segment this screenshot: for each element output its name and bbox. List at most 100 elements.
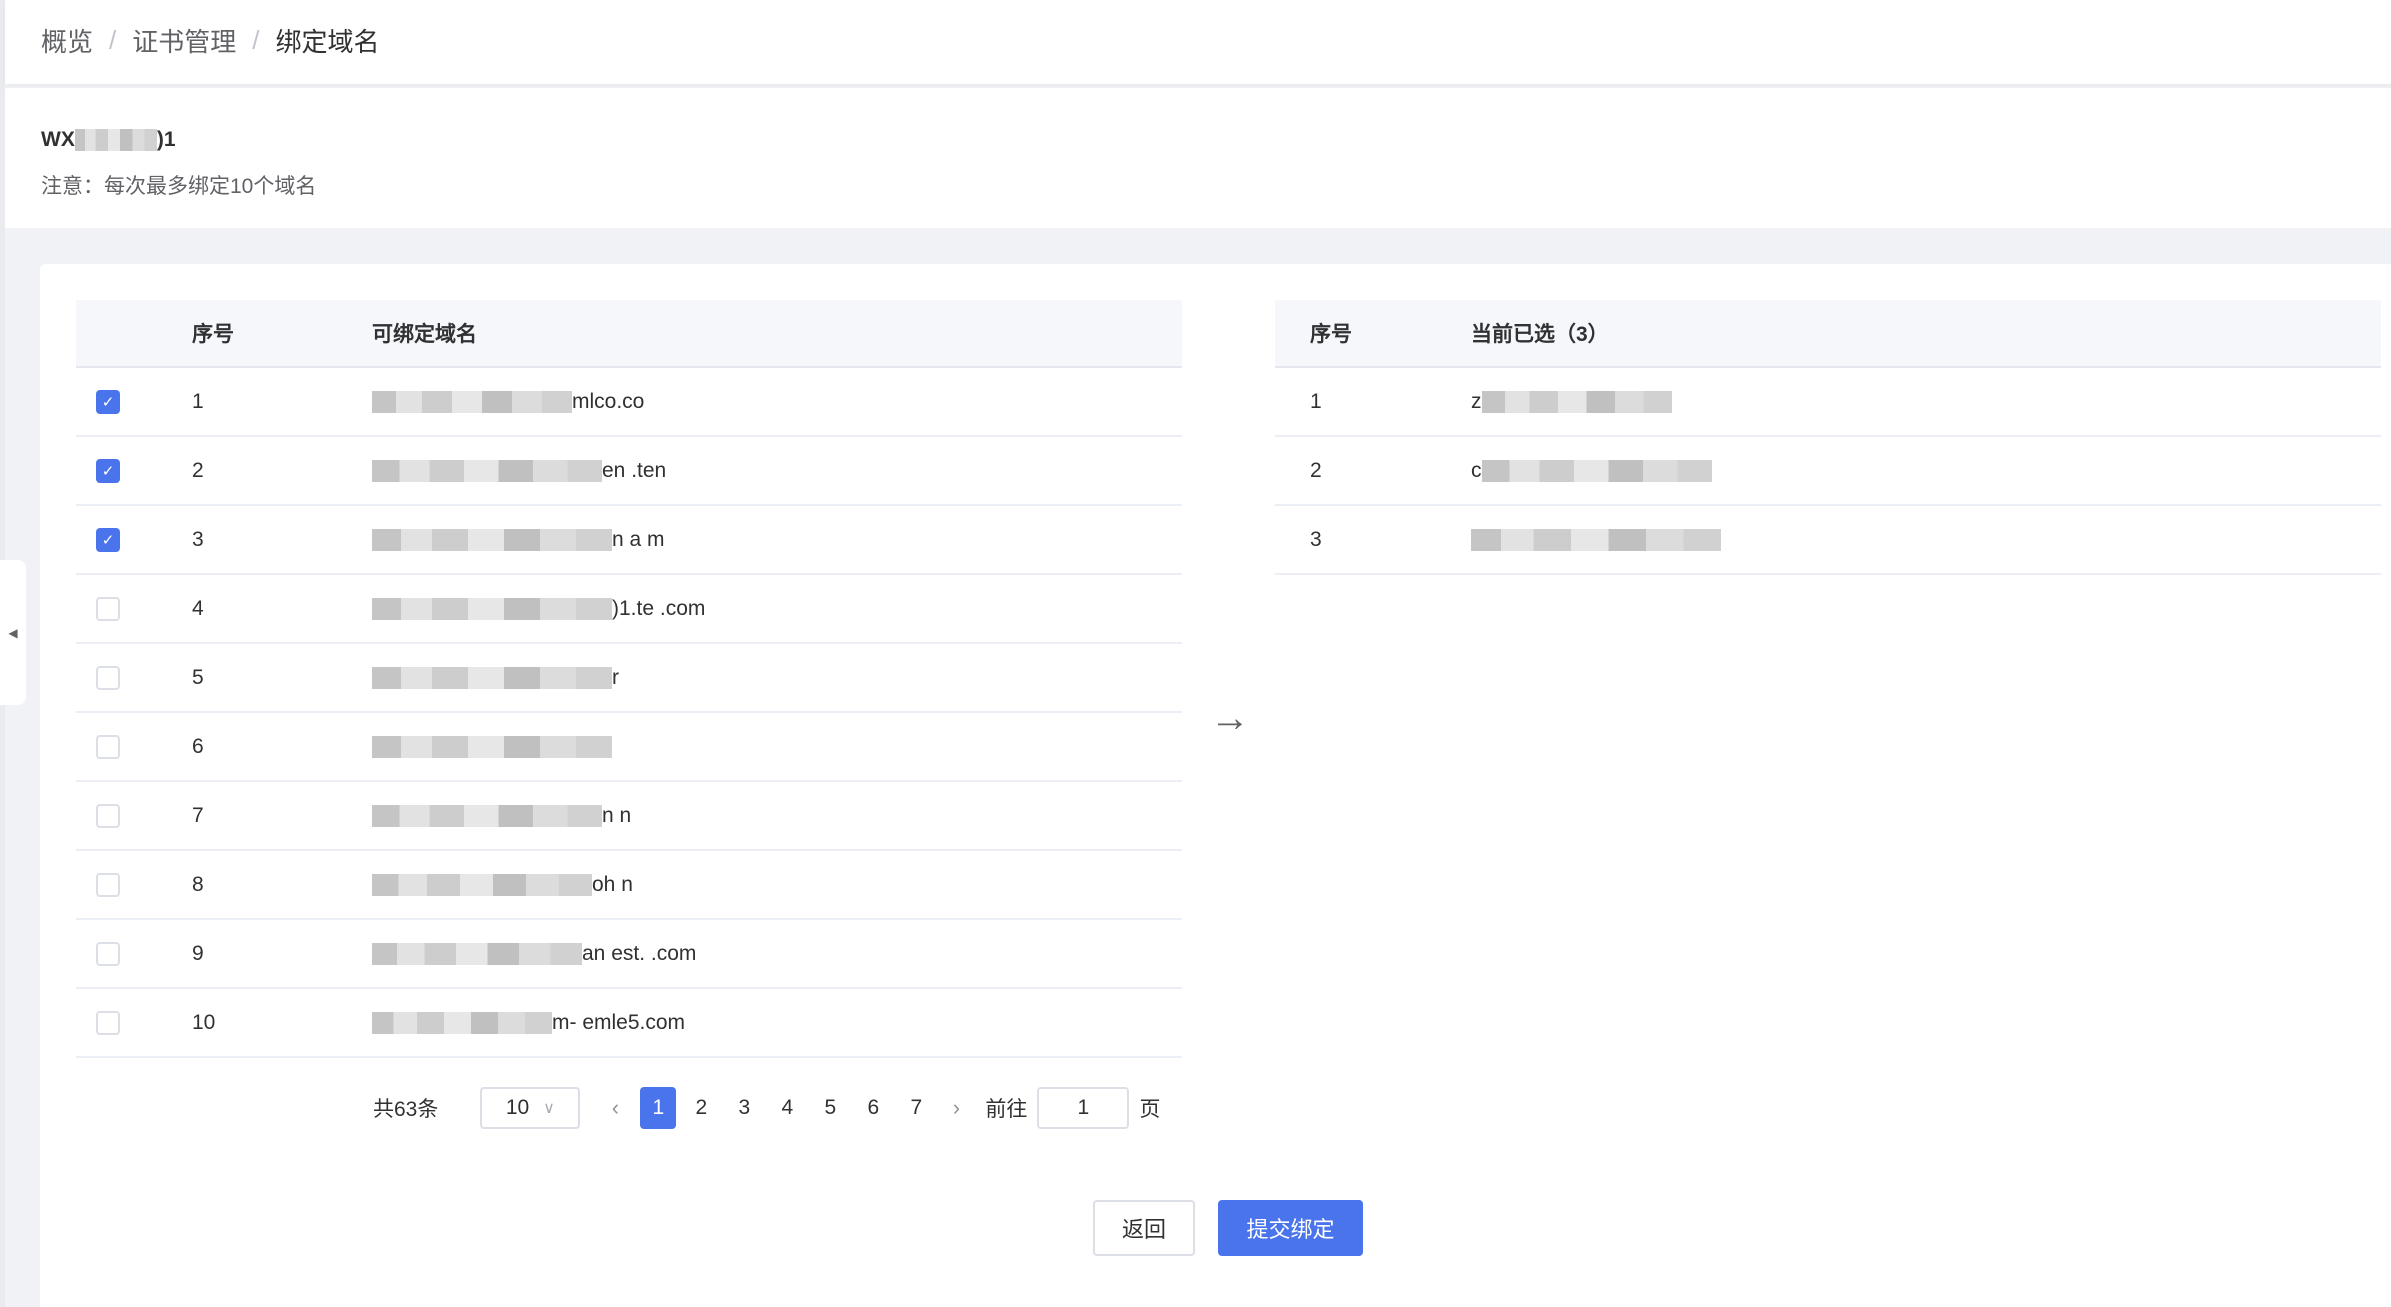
row-index: 1 — [192, 389, 204, 413]
prev-page-button[interactable]: ‹ — [611, 1095, 620, 1120]
table-row[interactable]: ✓ 3 n a m — [76, 506, 1182, 575]
table-row[interactable]: 9 an est. .com — [76, 920, 1182, 989]
row-checkbox[interactable] — [96, 665, 120, 690]
row-index: 3 — [192, 527, 204, 551]
row-domain: r — [372, 666, 619, 690]
certificate-name-prefix: WX — [41, 128, 75, 151]
row-index: 5 — [192, 665, 204, 689]
row-checkbox[interactable]: ✓ — [96, 458, 120, 483]
row-index: 2 — [192, 458, 204, 482]
row-domain: an est. .com — [372, 942, 696, 966]
row-checkbox-cell — [76, 1010, 192, 1035]
domain-visible-text: oh n — [592, 872, 633, 896]
redacted-block — [372, 804, 602, 827]
page-4-button[interactable]: 4 — [781, 1096, 794, 1119]
table-row[interactable]: 7 n n — [76, 782, 1182, 851]
row-checkbox[interactable] — [96, 1010, 120, 1035]
caret-left-icon: ◀ — [8, 625, 18, 640]
row-index: 2 — [1310, 458, 1322, 482]
back-button[interactable]: 返回 — [1093, 1200, 1195, 1256]
row-index: 9 — [192, 941, 204, 965]
domain-visible-text: )1.te .com — [612, 596, 706, 620]
domain-visible-text: m- emle5.com — [552, 1010, 686, 1034]
table-row: 2 c — [1275, 437, 2381, 506]
breadcrumb-overview[interactable]: 概览 — [41, 27, 94, 57]
table-row[interactable]: 5 r — [76, 644, 1182, 713]
check-icon: ✓ — [101, 393, 115, 411]
table-row[interactable]: ✓ 2 en .ten — [76, 437, 1182, 506]
goto-label: 前往 — [985, 1098, 1028, 1121]
next-page-button[interactable]: › — [952, 1095, 961, 1120]
total-count: 共63条 — [373, 1098, 439, 1121]
row-checkbox[interactable]: ✓ — [96, 389, 120, 414]
submit-bind-button[interactable]: 提交绑定 — [1218, 1200, 1363, 1256]
row-domain — [1471, 528, 1721, 551]
row-domain: )1.te .com — [372, 597, 705, 621]
table-row[interactable]: 10 m- emle5.com — [76, 989, 1182, 1058]
row-index: 10 — [192, 1010, 216, 1034]
page-unit-label: 页 — [1139, 1098, 1161, 1121]
row-checkbox-cell: ✓ — [76, 389, 192, 414]
row-checkbox[interactable]: ✓ — [96, 527, 120, 552]
collapse-sidebar-button[interactable]: ◀ — [0, 560, 26, 705]
row-checkbox[interactable] — [96, 596, 120, 621]
page-1-button[interactable]: 1 — [640, 1087, 677, 1129]
redacted-block — [372, 735, 612, 758]
page-6-button[interactable]: 6 — [867, 1096, 880, 1119]
certificate-name-suffix: )1 — [156, 128, 176, 151]
redacted-block — [372, 1011, 552, 1034]
domain-visible-text: mlco.co — [572, 389, 645, 413]
row-checkbox-cell — [76, 596, 192, 621]
table-row[interactable]: 6 — [76, 713, 1182, 782]
check-icon: ✓ — [101, 531, 115, 549]
row-domain: n n — [372, 804, 631, 828]
table-row[interactable]: 8 oh n — [76, 851, 1182, 920]
row-index: 6 — [192, 734, 204, 758]
redacted-block — [372, 666, 612, 689]
row-checkbox-cell — [76, 941, 192, 966]
table-row[interactable]: 4 )1.te .com — [76, 575, 1182, 644]
row-domain: en .ten — [372, 459, 666, 483]
row-domain: oh n — [372, 873, 633, 897]
table-row[interactable]: ✓ 1 mlco.co — [76, 368, 1182, 437]
arrow-right-icon[interactable]: → — [1210, 696, 1250, 740]
redacted-block — [372, 390, 572, 413]
goto-page-input[interactable]: 1 — [1037, 1087, 1130, 1129]
row-checkbox[interactable] — [96, 941, 120, 966]
page-7-button[interactable]: 7 — [910, 1096, 923, 1119]
check-icon: ✓ — [101, 462, 115, 480]
row-index: 1 — [1310, 389, 1322, 413]
bind-limit-note: 注意：每次最多绑定10个域名 — [41, 175, 317, 198]
page-size-value: 10 — [505, 1096, 530, 1119]
row-index: 8 — [192, 872, 204, 896]
bind-domain-card: 序号 可绑定域名 ✓ 1 mlco.co ✓ 2 en .ten ✓ 3 n a m… — [40, 264, 2391, 1307]
row-checkbox[interactable] — [96, 872, 120, 897]
header-domain: 可绑定域名 — [372, 323, 477, 346]
domain-visible-text: z — [1471, 389, 1482, 413]
row-checkbox[interactable] — [96, 803, 120, 828]
row-checkbox[interactable] — [96, 734, 120, 759]
row-domain — [372, 735, 612, 758]
page-3-button[interactable]: 3 — [738, 1096, 751, 1119]
page-5-button[interactable]: 5 — [824, 1096, 837, 1119]
page-2-button[interactable]: 2 — [695, 1096, 708, 1119]
goto-page-value: 1 — [1077, 1096, 1090, 1119]
redacted-block — [1481, 390, 1672, 413]
row-domain: n a m — [372, 528, 665, 552]
page-size-select[interactable]: 10 ∨ — [480, 1087, 581, 1129]
row-index: 3 — [1310, 527, 1322, 551]
redacted-block — [372, 873, 592, 896]
breadcrumb: 概览 / 证书管理 / 绑定域名 — [41, 22, 380, 59]
redacted-block — [372, 942, 582, 965]
breadcrumb-separator: / — [252, 25, 260, 55]
row-checkbox-cell: ✓ — [76, 527, 192, 552]
domain-visible-text: n n — [602, 803, 632, 827]
breadcrumb-cert-management[interactable]: 证书管理 — [132, 27, 237, 57]
row-checkbox-cell: ✓ — [76, 458, 192, 483]
certificate-info: WX )1 注意：每次最多绑定10个域名 — [5, 88, 2391, 228]
row-checkbox-cell — [76, 803, 192, 828]
header-index: 序号 — [1310, 323, 1352, 346]
redacted-block — [372, 528, 612, 551]
certificate-name: WX )1 — [41, 128, 176, 152]
